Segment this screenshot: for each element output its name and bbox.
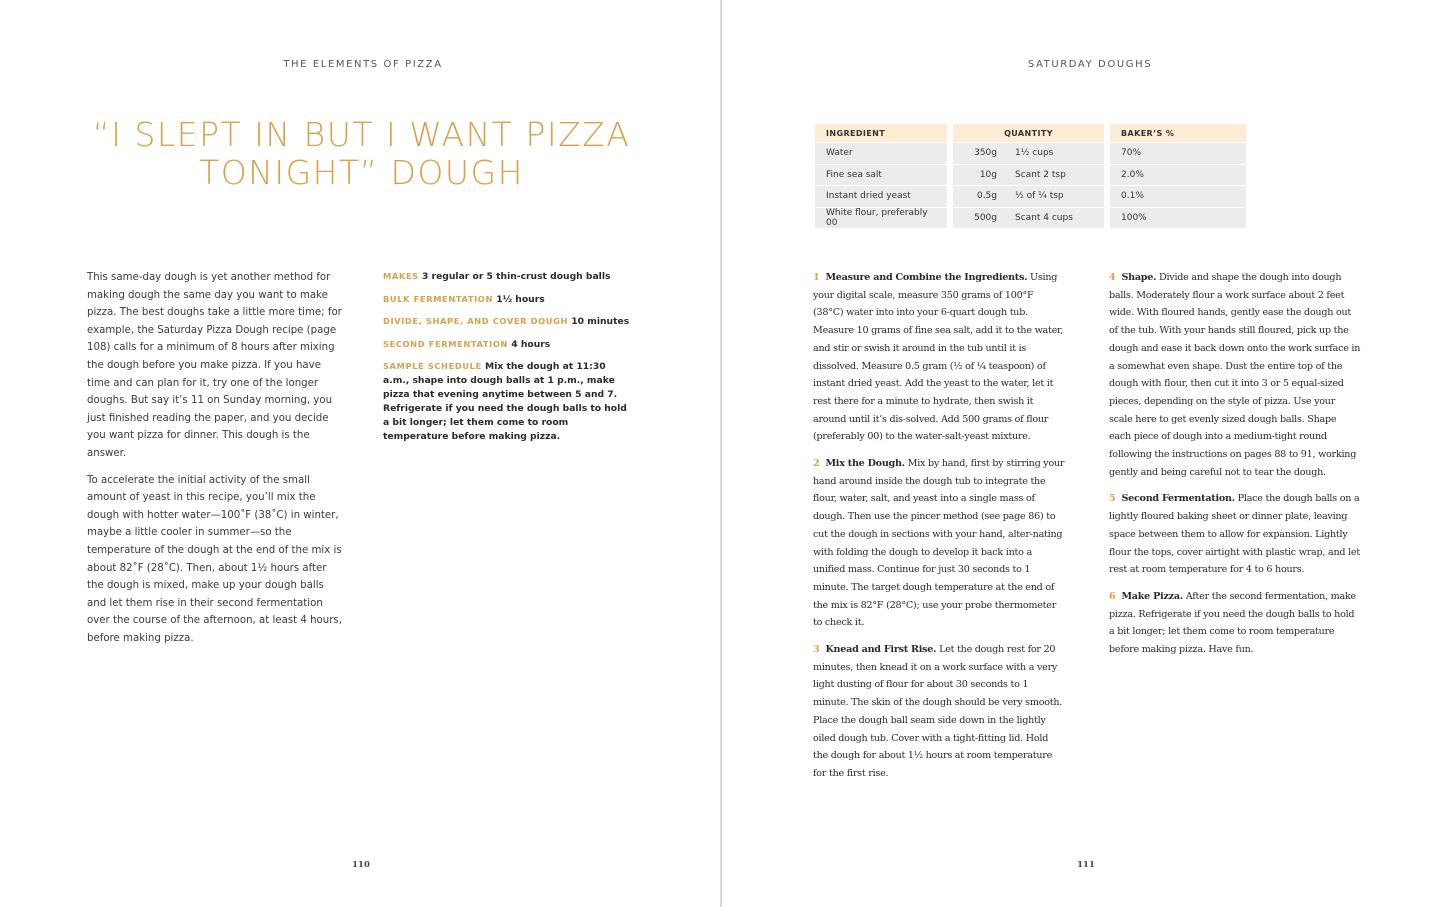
table-cell: 500g	[953, 207, 1003, 228]
meta-label: MAKES	[383, 271, 419, 281]
meta-label: DIVIDE, SHAPE, AND COVER DOUGH	[383, 316, 569, 326]
table-cell: 2.0%	[1110, 164, 1246, 185]
meta-item: DIVIDE, SHAPE, AND COVER DOUGH 10 minute…	[383, 314, 633, 329]
method-step: 6 Make Pizza. After the second fermentati…	[1109, 588, 1361, 659]
method-column-2: 4 Shape. Divide and shape the dough into …	[1109, 269, 1361, 668]
step-number: 3	[813, 644, 820, 656]
ingredient-table: INGREDIENT QUANTITY BAKER’S % Water 350g 1…	[815, 123, 1246, 229]
meta-item: SAMPLE SCHEDULE Mix the dough at 11:30 a…	[383, 359, 633, 444]
table-row: White flour, preferably 00 500g Scant 4 cu…	[815, 207, 1246, 228]
table-row: Instant dried yeast 0.5g ½ of ¼ tsp 0.1%	[815, 186, 1246, 207]
table-cell: 10g	[953, 164, 1003, 185]
step-number: 4	[1109, 272, 1116, 283]
meta-value: 10 minutes	[571, 316, 630, 327]
table-cell: Scant 2 tsp	[1003, 164, 1104, 185]
step-number: 1	[813, 272, 820, 283]
table-cell: Water	[815, 143, 947, 164]
recipe-meta: MAKES 3 regular or 5 thin-crust dough ba…	[383, 269, 633, 452]
paragraph: To accelerate the initial activity of th…	[87, 474, 342, 644]
table-cell: 70%	[1110, 143, 1246, 164]
method-column-1: 1 Measure and Combine the Ingredients. Us…	[813, 269, 1065, 792]
step-title: Shape.	[1121, 272, 1157, 283]
meta-label: SECOND FERMENTATION	[383, 338, 509, 349]
paragraph: This same-day dough is yet another metho…	[87, 272, 342, 459]
table-row: Fine sea salt 10g Scant 2 tsp 2.0%	[815, 164, 1246, 185]
step-title: Make Pizza.	[1121, 590, 1183, 602]
meta-item: BULK FERMENTATION 1½ hours	[383, 292, 633, 307]
step-text: Mix by hand, first by stirring your hand…	[813, 458, 1065, 629]
title-line: “I SLEPT IN BUT I WANT PIZZA	[92, 115, 631, 154]
method-step: 5 Second Fermentation. Place the dough ba…	[1109, 490, 1361, 579]
column-header: BAKER’S %	[1110, 124, 1246, 142]
meta-label: SAMPLE SCHEDULE	[383, 361, 482, 371]
method-step: 4 Shape. Divide and shape the dough into …	[1109, 269, 1361, 481]
method-step: 1 Measure and Combine the Ingredients. Us…	[813, 269, 1065, 446]
table-cell: Instant dried yeast	[815, 186, 947, 207]
meta-label: BULK FERMENTATION	[383, 293, 493, 304]
meta-item: MAKES 3 regular or 5 thin-crust dough ba…	[383, 269, 633, 284]
recipe-title: “I SLEPT IN BUT I WANT PIZZA TONIGHT” DO…	[60, 116, 663, 192]
step-text: Using your digital scale, measure 350 gr…	[813, 272, 1064, 443]
step-number: 2	[813, 458, 820, 470]
column-header: INGREDIENT	[815, 124, 947, 142]
column-header: QUANTITY	[953, 124, 1104, 142]
running-head: SATURDAY DOUGHS	[1027, 59, 1153, 70]
table-cell: 0.5g	[953, 186, 1003, 207]
intro-text: This same-day dough is yet another metho…	[87, 269, 343, 656]
title-line: TONIGHT” DOUGH	[199, 153, 524, 192]
step-text: Let the dough rest for 20 minutes, then …	[813, 644, 1063, 779]
table-cell: 0.1%	[1110, 186, 1246, 207]
method-step: 3 Knead and First Rise. Let the dough res…	[813, 641, 1065, 783]
table-cell: ½ of ¼ tsp	[1003, 186, 1104, 207]
step-number: 5	[1109, 493, 1116, 505]
left-page: THE ELEMENTS OF PIZZA “I SLEPT IN BUT I …	[60, 59, 663, 870]
table-cell: 100%	[1110, 207, 1246, 228]
running-head: THE ELEMENTS OF PIZZA	[283, 59, 443, 70]
meta-value: Mix the dough at 11:30 a.m., shape into …	[383, 361, 627, 442]
table-cell: Scant 4 cups	[1003, 207, 1104, 228]
step-title: Measure and Combine the Ingredients.	[825, 272, 1028, 283]
step-text: Place the dough balls on a lightly flour…	[1109, 493, 1360, 576]
page-number: 110	[352, 860, 370, 870]
step-title: Second Fermentation.	[1121, 493, 1235, 505]
page-gutter	[720, 0, 722, 907]
page-number: 111	[1077, 860, 1095, 870]
meta-value: 1½ hours	[496, 293, 545, 305]
method-step: 2 Mix the Dough. Mix by hand, first by st…	[813, 455, 1065, 632]
right-page: SATURDAY DOUGHS INGREDIENT QUANTITY BAKE…	[722, 0, 1440, 907]
table-cell: 350g	[953, 143, 1003, 164]
table-header-row: INGREDIENT QUANTITY BAKER’S %	[815, 124, 1246, 142]
meta-value: 3 regular or 5 thin-crust dough balls	[421, 271, 611, 282]
step-text: Divide and shape the dough into dough ba…	[1109, 272, 1361, 478]
table-cell: Fine sea salt	[815, 164, 947, 185]
step-number: 6	[1109, 590, 1116, 602]
table-cell: 1½ cups	[1003, 143, 1104, 164]
step-title: Mix the Dough.	[825, 458, 905, 470]
table-cell: White flour, preferably 00	[815, 207, 947, 228]
step-title: Knead and First Rise.	[825, 644, 937, 656]
meta-value: 4 hours	[511, 338, 551, 350]
table-row: Water 350g 1½ cups 70%	[815, 143, 1246, 164]
meta-item: SECOND FERMENTATION 4 hours	[383, 337, 633, 352]
step-text: After the second fermentation, make pizz…	[1109, 590, 1356, 656]
